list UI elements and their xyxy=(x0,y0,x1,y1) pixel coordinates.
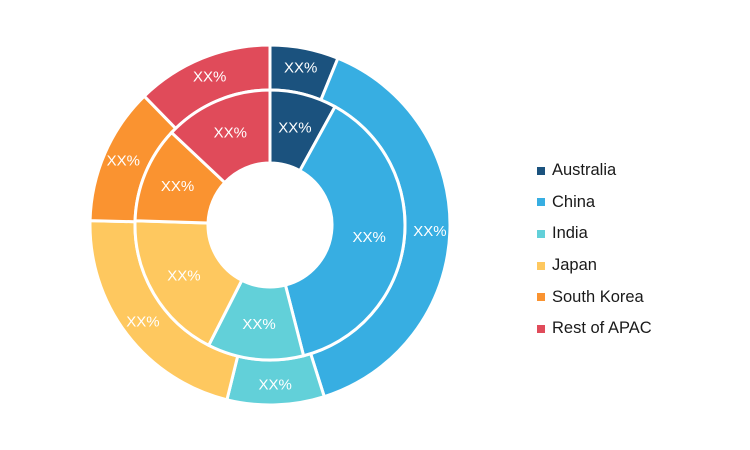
outer-slice-label: XX% xyxy=(284,59,317,76)
legend-swatch xyxy=(537,229,545,238)
legend-label: South Korea xyxy=(552,287,644,306)
legend-item: Japan xyxy=(537,250,652,282)
legend-item: South Korea xyxy=(537,281,652,313)
legend-label: Australia xyxy=(552,161,617,180)
legend-item: Australia xyxy=(537,155,652,187)
inner-slice-label: XX% xyxy=(167,267,200,284)
legend-label: Rest of APAC xyxy=(552,319,652,338)
legend-label: China xyxy=(552,192,596,211)
legend-label: India xyxy=(552,224,588,243)
legend-swatch xyxy=(537,166,545,175)
legend-item: India xyxy=(537,218,652,250)
legend-item: Rest of APAC xyxy=(537,313,652,345)
outer-slice-label: XX% xyxy=(413,223,446,240)
inner-slice-label: XX% xyxy=(353,229,386,246)
inner-slice-japan xyxy=(133,219,244,348)
inner-slice-china xyxy=(283,104,407,358)
legend-label: Japan xyxy=(552,256,597,275)
inner-slice-label: XX% xyxy=(242,316,275,333)
chart-legend: Australia China India Japan South Korea Rest … xyxy=(537,155,652,345)
outer-slice-label: XX% xyxy=(258,376,291,393)
legend-swatch xyxy=(537,261,545,270)
inner-slice-label: XX% xyxy=(161,178,194,195)
legend-swatch xyxy=(537,198,545,207)
legend-swatch xyxy=(537,324,545,333)
inner-slice-rest-of-apac xyxy=(169,88,272,185)
inner-slice-label: XX% xyxy=(214,125,247,142)
legend-item: China xyxy=(537,187,652,219)
inner-slice-label: XX% xyxy=(278,120,311,137)
outer-slice-label: XX% xyxy=(193,68,226,85)
outer-slice-label: XX% xyxy=(126,314,159,331)
outer-slice-label: XX% xyxy=(107,153,140,170)
legend-swatch xyxy=(537,293,545,302)
